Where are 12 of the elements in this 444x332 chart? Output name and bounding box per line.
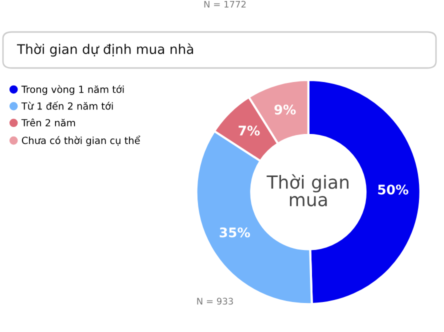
legend-label: Chưa có thời gian cụ thể: [22, 136, 140, 146]
text: N = 1772: [204, 0, 246, 8]
data-label: 35%: [220, 227, 250, 238]
data-label: 9%: [274, 104, 296, 115]
chart-title: Thời gian dự định mua nhà: [16, 43, 194, 57]
data-label: 50%: [378, 184, 408, 195]
text: N = 933: [197, 298, 233, 305]
legend-label: Trong vòng 1 năm tới: [21, 85, 124, 95]
legend-label: Trên 2 năm: [21, 118, 75, 126]
data-label: 7%: [238, 126, 260, 136]
text: Thời gian mua: [266, 174, 348, 206]
legend-label: Từ 1 đến 2 năm tới: [21, 101, 113, 110]
